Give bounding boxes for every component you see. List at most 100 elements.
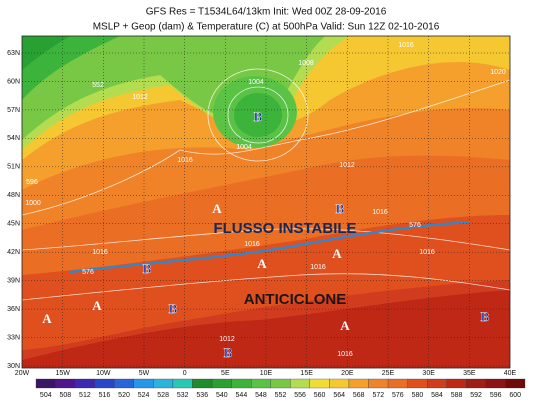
colorbar-swatch — [290, 378, 310, 389]
colorbar-swatch — [368, 378, 389, 389]
pressure-center: B — [336, 201, 345, 216]
colorbar-label: 528 — [157, 392, 169, 399]
annotation: ANTICICLONE — [244, 291, 347, 308]
pressure-center: B — [481, 309, 490, 324]
colorbar-swatch — [172, 378, 193, 389]
lon-label: 15E — [300, 370, 313, 377]
lon-label: 35E — [463, 370, 476, 377]
colorbar-label: 596 — [490, 392, 502, 399]
colorbar-swatch — [133, 378, 154, 389]
pressure-center: B — [254, 109, 263, 124]
isoline-label: 1000 — [25, 200, 41, 207]
colorbar-swatch — [270, 378, 291, 389]
isoline-label: 1016 — [244, 241, 260, 248]
colorbar-swatch — [153, 378, 174, 389]
colorbar-swatch — [35, 378, 56, 389]
colorbar-label: 532 — [177, 392, 189, 399]
colorbar-swatch — [348, 378, 369, 389]
colorbar-label: 584 — [431, 392, 443, 399]
colorbar-label: 600 — [509, 392, 521, 399]
lon-label: 30E — [422, 370, 435, 377]
jet-line — [69, 220, 471, 274]
isoline-label: 552 — [92, 82, 104, 89]
isoline-label: 1008 — [298, 60, 314, 67]
isolines — [22, 68, 510, 301]
colorbar-label: 564 — [333, 392, 345, 399]
isoline-label: 1004 — [248, 79, 264, 86]
colorbar-swatch — [251, 378, 271, 389]
pressure-center: A — [42, 311, 52, 326]
lon-label: 20W — [15, 370, 30, 377]
colorbar-swatch — [387, 378, 408, 389]
isoline-label: 1016 — [419, 249, 435, 256]
colorbar-label: 572 — [372, 392, 384, 399]
colorbar-label: 588 — [451, 392, 463, 399]
colorbar-label: 536 — [196, 392, 208, 399]
lon-label: 0 — [183, 370, 187, 377]
lat-label: 51N — [7, 164, 20, 171]
colorbar-swatch — [192, 378, 213, 389]
map-frame — [21, 35, 511, 369]
colorbar-swatch — [211, 378, 232, 389]
pressure-center: A — [340, 318, 350, 333]
isoline-label: 1020 — [490, 69, 506, 76]
isoline-label: 1004 — [236, 144, 252, 151]
colorbar-swatch — [114, 378, 134, 389]
colorbar-label: 556 — [294, 392, 306, 399]
colorbar-label: 504 — [40, 392, 52, 399]
lat-label: 30N — [7, 363, 20, 370]
colorbar-swatch — [231, 378, 252, 389]
colorbar-swatch — [466, 378, 487, 389]
band — [22, 36, 70, 70]
field — [22, 36, 510, 368]
isoline-label: 1012 — [339, 162, 355, 169]
lon-label: 20E — [341, 370, 354, 377]
lat-label: 36N — [7, 306, 20, 313]
isoline-label: 1016 — [398, 42, 414, 49]
isoline-label: 1016 — [92, 249, 108, 256]
colorbar-label: 560 — [314, 392, 326, 399]
colorbar-label: 512 — [79, 392, 91, 399]
isoline-label: 1016 — [372, 209, 388, 216]
colorbar-label: 568 — [353, 392, 365, 399]
pressure-center: A — [212, 201, 222, 216]
isoline-label: 576 — [409, 222, 421, 229]
isoline-label: 1012 — [219, 336, 235, 343]
colorbar-label: 548 — [255, 392, 267, 399]
isoline-label: 596 — [26, 179, 38, 186]
isoline-label: 576 — [82, 269, 94, 276]
lat-label: 39N — [7, 277, 20, 284]
lon-label: 5E — [221, 370, 230, 377]
colorbar-label: 580 — [412, 392, 424, 399]
colorbar-label: 516 — [99, 392, 111, 399]
pressure-center: B — [169, 301, 178, 316]
lat-label: 54N — [7, 135, 20, 142]
header-line: MSLP + Geop (dam) & Temperature (C) at 5… — [93, 22, 440, 33]
colorbar-swatch — [485, 378, 506, 389]
colorbar-swatch — [427, 378, 447, 389]
lon-label: 25E — [382, 370, 395, 377]
low-core — [234, 93, 282, 137]
colorbar-label: 508 — [59, 392, 71, 399]
colorbar-label: 544 — [236, 392, 248, 399]
lat-label: 63N — [7, 50, 20, 57]
colorbar-swatch — [309, 378, 330, 389]
lon-label: 5W — [139, 370, 150, 377]
lon-label: 10W — [96, 370, 111, 377]
isoline-label: 1016 — [177, 157, 193, 164]
colorbar-swatch — [407, 378, 428, 389]
band — [22, 36, 120, 100]
colorbar-swatch — [94, 378, 115, 389]
colorbar-label: 576 — [392, 392, 404, 399]
header-line: GFS Res = T1534L64/13km Init: Wed 00Z 28… — [146, 7, 387, 18]
colorbar-swatch — [505, 378, 526, 389]
lat-label: 45N — [7, 221, 20, 228]
colorbar-swatch — [329, 378, 350, 389]
lon-label: 10E — [260, 370, 273, 377]
colorbar-label: 524 — [138, 392, 150, 399]
colorbar-swatch — [55, 378, 76, 389]
colorbar-swatch — [446, 378, 467, 389]
lat-label: 33N — [7, 334, 20, 341]
